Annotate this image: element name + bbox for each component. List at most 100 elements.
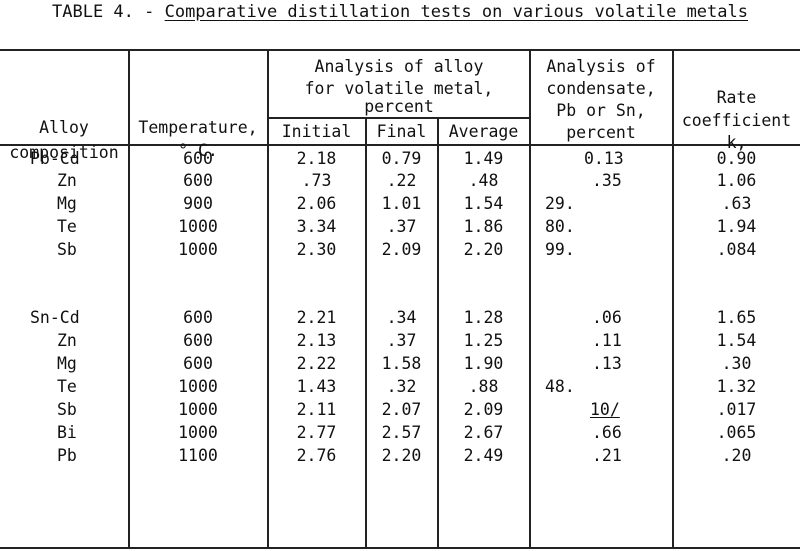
cell-initial: 3.34 — [296, 217, 337, 236]
cell-average: .88 — [468, 377, 499, 396]
cell-final: .22 — [386, 171, 417, 190]
table-title-main: Comparative distillation tests on variou… — [164, 2, 748, 22]
cell-final: 2.57 — [381, 423, 422, 442]
cell-initial: 1.43 — [296, 377, 337, 396]
cell-condensate: 48. — [545, 377, 575, 396]
cell-temperature: 1000 — [178, 423, 218, 442]
cell-final: 0.79 — [381, 149, 422, 168]
header-initial: Initial — [281, 122, 352, 141]
cell-initial: 2.11 — [296, 400, 337, 419]
cell-average: .48 — [468, 171, 499, 190]
cell-condensate: 0.13 — [584, 149, 624, 168]
cell-alloy: Sb — [57, 400, 77, 419]
cell-alloy: Pb — [57, 446, 77, 465]
cell-average: 1.28 — [463, 308, 504, 327]
cell-rate: .20 — [721, 446, 752, 465]
subheader-rule — [268, 117, 530, 119]
cell-average: 1.25 — [463, 331, 504, 350]
cell-temperature: 600 — [183, 149, 213, 168]
header-temp-2: ° C. — [178, 141, 218, 160]
cell-average: 2.09 — [463, 400, 504, 419]
header-analysis-3: percent — [364, 97, 434, 116]
cell-temperature: 900 — [183, 194, 213, 213]
header-cond-4: percent — [566, 123, 636, 142]
header-temp-1: Temperature, — [138, 118, 258, 137]
cell-average: 1.86 — [463, 217, 504, 236]
cell-final: 1.01 — [381, 194, 422, 213]
header-bottom-rule — [0, 144, 800, 146]
cell-rate: 1.06 — [716, 171, 757, 190]
cell-alloy: Zn — [57, 171, 77, 190]
cell-final: 1.58 — [381, 354, 422, 373]
cell-alloy: Zn — [57, 331, 77, 350]
bottom-rule — [0, 547, 800, 549]
header-rate-1: Rate — [716, 88, 757, 107]
cell-initial: 2.22 — [296, 354, 337, 373]
cell-condensate: .66 — [592, 423, 622, 442]
cell-rate: .63 — [721, 194, 752, 213]
cell-final: 2.07 — [381, 400, 422, 419]
cell-condensate: .11 — [592, 331, 622, 350]
cell-temperature: 600 — [183, 354, 213, 373]
cell-initial: 2.30 — [296, 240, 337, 259]
cell-initial: 2.06 — [296, 194, 337, 213]
header-final: Final — [376, 122, 427, 141]
header-average: Average — [448, 122, 519, 141]
cell-average: 1.49 — [463, 149, 504, 168]
cell-condensate: .21 — [592, 446, 622, 465]
cell-condensate: 99. — [545, 240, 575, 259]
cell-condensate: .13 — [592, 354, 622, 373]
cell-rate: 1.94 — [716, 217, 757, 236]
header-analysis-1: Analysis of alloy — [314, 57, 484, 76]
cell-final: .37 — [386, 331, 417, 350]
cell-alloy: Pb-Cd — [30, 149, 80, 168]
cell-alloy: Mg — [57, 194, 77, 213]
header-cond-1: Analysis of — [546, 57, 656, 76]
cell-temperature: 600 — [183, 308, 213, 327]
header-cond-3: Pb or Sn, — [556, 101, 646, 120]
col-divider-1 — [128, 49, 130, 548]
header-cond-2: condensate, — [546, 79, 656, 98]
cell-rate: .084 — [716, 240, 757, 259]
cell-average: 1.54 — [463, 194, 504, 213]
cell-rate: 0.90 — [716, 149, 757, 168]
cell-rate: 1.32 — [716, 377, 757, 396]
cell-temperature: 1100 — [178, 446, 218, 465]
cell-final: 2.09 — [381, 240, 422, 259]
cell-average: 2.20 — [463, 240, 504, 259]
cell-initial: 2.18 — [296, 149, 337, 168]
cell-condensate: 29. — [545, 194, 575, 213]
cell-temperature: 1000 — [178, 377, 218, 396]
cell-rate: .30 — [721, 354, 752, 373]
cell-temperature: 1000 — [178, 217, 218, 236]
col-divider-3 — [365, 118, 367, 548]
cell-initial: .73 — [301, 171, 332, 190]
cell-average: 2.67 — [463, 423, 504, 442]
header-alloy-2: composition — [9, 143, 119, 162]
cell-alloy: Bi — [57, 423, 77, 442]
cell-final: 2.20 — [381, 446, 422, 465]
col-divider-6 — [672, 49, 674, 548]
cell-condensate: .06 — [592, 308, 622, 327]
cell-rate: .017 — [716, 400, 757, 419]
cell-alloy: Sn-Cd — [30, 308, 80, 327]
cell-initial: 2.21 — [296, 308, 337, 327]
col-divider-5 — [529, 49, 531, 548]
cell-initial: 2.77 — [296, 423, 337, 442]
cell-temperature: 1000 — [178, 400, 218, 419]
cell-condensate: .35 — [592, 171, 622, 190]
cell-alloy: Mg — [57, 354, 77, 373]
cell-condensate: 80. — [545, 217, 575, 236]
header-rate-3: k, — [726, 133, 747, 152]
cell-rate: 1.65 — [716, 308, 757, 327]
cell-initial: 2.13 — [296, 331, 337, 350]
cell-final: .37 — [386, 217, 417, 236]
header-analysis-2: for volatile metal, — [304, 79, 494, 98]
cell-average: 1.90 — [463, 354, 504, 373]
cell-average: 2.49 — [463, 446, 504, 465]
cell-temperature: 600 — [183, 171, 213, 190]
col-divider-4 — [437, 118, 439, 548]
cell-alloy: Sb — [57, 240, 77, 259]
cell-alloy: Te — [57, 217, 77, 236]
cell-final: .34 — [386, 308, 417, 327]
